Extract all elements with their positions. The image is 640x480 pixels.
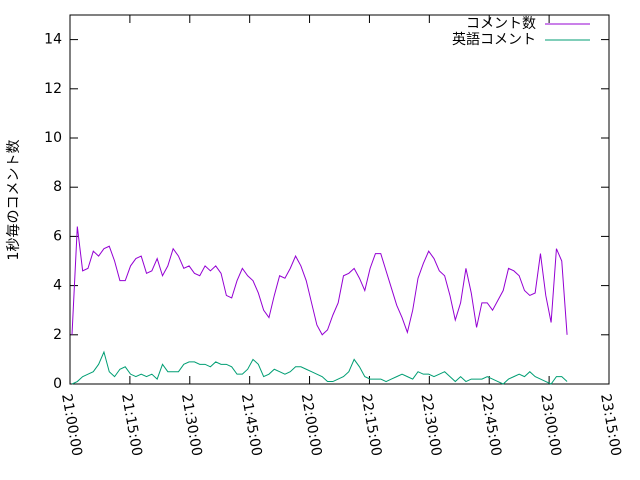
legend-label: 英語コメント	[452, 31, 536, 48]
series-line	[71, 226, 568, 336]
x-tick-label: 21:30:00	[178, 393, 205, 458]
y-tick-label: 6	[53, 228, 62, 244]
x-tick-label: 23:00:00	[537, 393, 564, 458]
x-tick-label: 22:30:00	[417, 393, 444, 458]
y-tick-label: 8	[53, 179, 62, 195]
x-tick-label: 22:15:00	[358, 393, 385, 458]
x-tick-label: 21:45:00	[238, 393, 265, 458]
x-tick-label: 23:15:00	[597, 393, 624, 458]
series-line	[71, 350, 568, 385]
x-tick-label: 22:45:00	[477, 393, 504, 458]
plot-frame	[69, 14, 610, 385]
y-tick-label: 14	[44, 32, 62, 48]
y-tick-label: 0	[53, 376, 62, 392]
y-tick-label: 10	[44, 130, 62, 146]
y-tick-label: 4	[53, 278, 62, 294]
y-axis-label: 1秒毎のコメント数	[6, 140, 22, 261]
y-tick-label: 2	[53, 327, 62, 343]
x-tick-label: 21:15:00	[118, 393, 145, 458]
y-tick-label: 12	[44, 81, 62, 97]
legend-label: コメント数	[466, 16, 536, 32]
x-tick-label: 21:00:00	[58, 393, 85, 458]
x-tick-label: 22:00:00	[298, 393, 325, 458]
